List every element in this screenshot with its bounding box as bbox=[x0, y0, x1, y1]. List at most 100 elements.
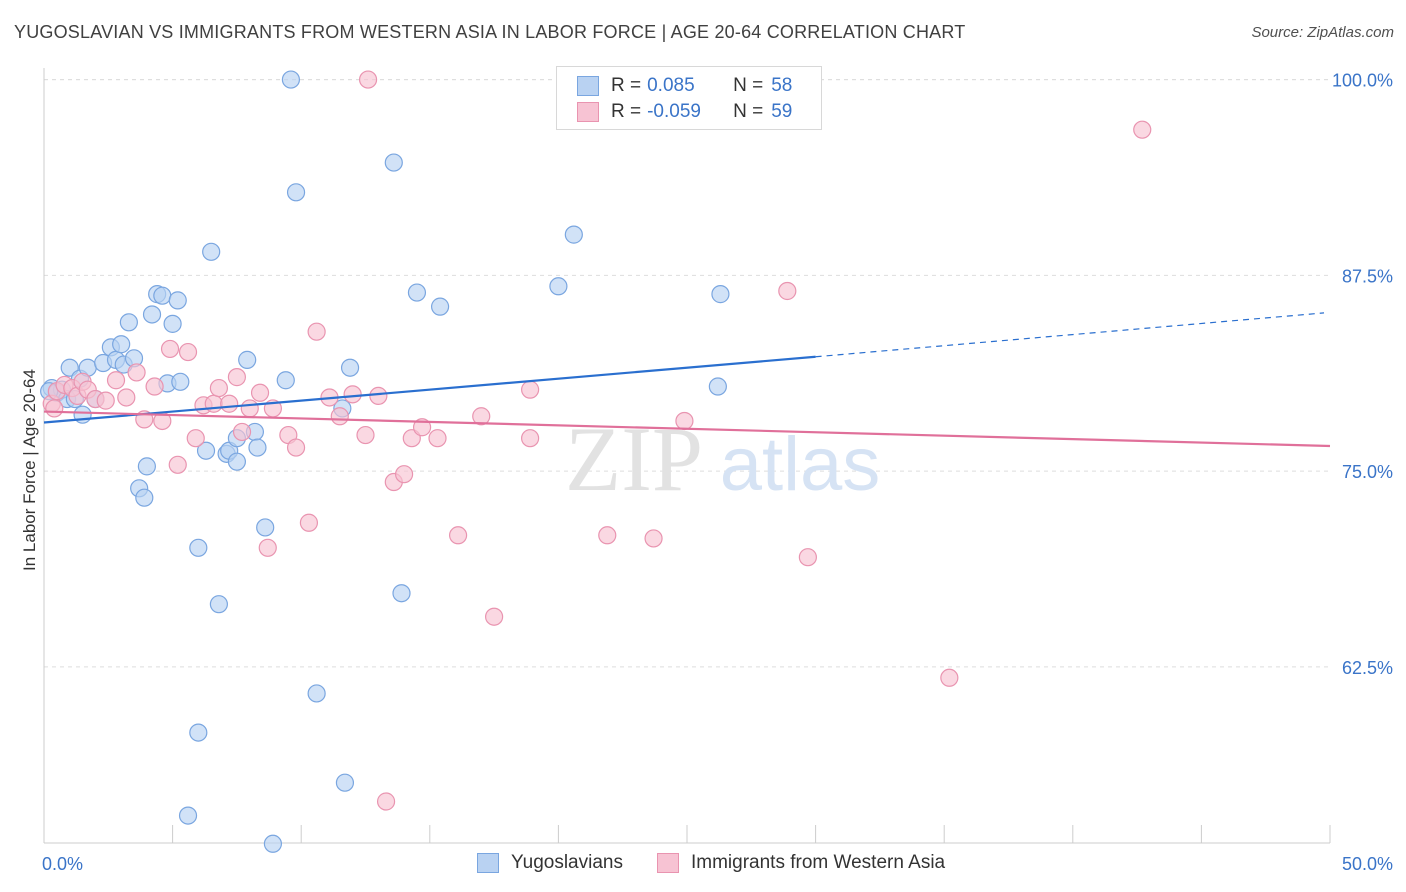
western-asia-point bbox=[227, 368, 246, 387]
yugoslavian-point bbox=[238, 350, 257, 369]
yugoslavian-point bbox=[248, 438, 267, 457]
y-tick-label: 87.5% bbox=[1342, 266, 1393, 286]
legend-n-label: N = bbox=[733, 101, 764, 122]
legend-row-yugoslavians: R = 0.085 N = 58 bbox=[577, 74, 792, 98]
bottom-legend-label: Immigrants from Western Asia bbox=[691, 852, 946, 873]
yugoslavian-point bbox=[286, 183, 306, 202]
yugoslavian-point bbox=[276, 371, 295, 390]
yugoslavian-point bbox=[564, 225, 583, 244]
yugoslavian-point bbox=[340, 358, 360, 377]
western-asia-trend-line bbox=[43, 410, 1331, 448]
tick-labels: 100.0% 87.5% 75.0% 62.5% 0.0% 50.0% bbox=[42, 71, 1393, 874]
chart-title: YUGOSLAVIAN VS IMMIGRANTS FROM WESTERN A… bbox=[14, 22, 966, 42]
legend-r-value: -0.059 bbox=[647, 101, 701, 122]
western-asia-point bbox=[394, 465, 414, 484]
western-asia-point bbox=[127, 363, 146, 382]
x-tick-label: 0.0% bbox=[42, 854, 83, 874]
western-asia-point bbox=[209, 378, 228, 398]
yugoslavian-point bbox=[307, 684, 326, 703]
yugoslavian-point bbox=[163, 314, 182, 333]
western-asia-point bbox=[356, 425, 375, 445]
western-asia-point bbox=[106, 371, 126, 390]
legend-r-label: R = bbox=[611, 101, 642, 122]
yugoslavian-point bbox=[135, 488, 154, 507]
western-asia-point bbox=[598, 526, 617, 545]
bottom-legend-item-western-asia: Immigrants from Western Asia bbox=[657, 852, 945, 874]
yugoslavian-point bbox=[549, 277, 568, 296]
yugoslavian-point bbox=[196, 441, 216, 460]
yugoslavian-point bbox=[142, 305, 162, 324]
legend-n-label: N = bbox=[733, 75, 764, 96]
western-asia-point bbox=[168, 455, 187, 474]
trend-lines bbox=[43, 312, 1331, 448]
yugoslavian-point bbox=[202, 242, 221, 261]
western-asia-point bbox=[307, 322, 326, 341]
western-asia-point bbox=[45, 399, 64, 418]
legend-swatch-blue bbox=[577, 76, 599, 96]
legend-row-western-asia: R = -0.059 N = 59 bbox=[577, 100, 792, 124]
legend-r-value: 0.085 bbox=[647, 75, 695, 96]
legend-n-value: 59 bbox=[771, 101, 793, 122]
western-asia-point bbox=[358, 70, 378, 89]
yugoslavian-points bbox=[40, 70, 730, 853]
western-asia-point bbox=[160, 339, 180, 359]
western-asia-point bbox=[343, 385, 362, 404]
source-label: Source: ZipAtlas.com bbox=[1251, 24, 1394, 41]
yugoslavian-point bbox=[711, 285, 730, 304]
western-asia-point bbox=[521, 429, 540, 448]
yugoslavian-point bbox=[392, 584, 411, 603]
western-asia-point bbox=[145, 377, 164, 396]
legend-n-value: 58 bbox=[771, 75, 793, 96]
yugoslavian-point bbox=[153, 286, 172, 305]
western-asia-point bbox=[1133, 120, 1152, 139]
y-axis-label: In Labor Force | Age 20-64 bbox=[20, 369, 39, 571]
western-asia-point bbox=[258, 538, 277, 557]
watermark: ZIP atlas bbox=[565, 408, 880, 510]
western-asia-point bbox=[204, 394, 223, 413]
yugoslavian-point bbox=[189, 538, 208, 557]
bottom-legend-swatch-pink bbox=[657, 853, 679, 873]
western-asia-point bbox=[485, 607, 504, 626]
legend-swatch-pink bbox=[577, 102, 599, 122]
yugoslavian-point bbox=[384, 153, 403, 172]
yugoslavian-point bbox=[281, 70, 301, 89]
bottom-legend-label: Yugoslavians bbox=[511, 852, 623, 873]
western-asia-point bbox=[232, 422, 252, 442]
western-asia-point bbox=[376, 792, 396, 811]
western-asia-point bbox=[186, 429, 205, 448]
stats-legend: R = 0.085 N = 58 R = -0.059 N = 59 bbox=[556, 66, 822, 130]
yugoslavian-point bbox=[227, 452, 246, 471]
yugoslavian-point bbox=[209, 595, 228, 614]
bottom-legend-swatch-blue bbox=[477, 853, 499, 873]
western-asia-point bbox=[798, 548, 817, 567]
y-tick-label: 75.0% bbox=[1342, 462, 1393, 482]
yugoslavian-point bbox=[119, 313, 138, 332]
western-asia-point bbox=[299, 513, 319, 532]
western-asia-point bbox=[448, 526, 468, 545]
y-tick-label: 100.0% bbox=[1332, 71, 1393, 91]
axes bbox=[43, 68, 1331, 844]
western-asia-point bbox=[412, 418, 432, 437]
western-asia-point bbox=[240, 399, 259, 418]
western-asia-point bbox=[675, 411, 694, 431]
western-asia-point bbox=[644, 529, 663, 548]
yugoslavian-point bbox=[256, 518, 275, 537]
bottom-legend-item-yugoslavians: Yugoslavians bbox=[477, 852, 623, 874]
western-asia-point bbox=[369, 386, 388, 406]
legend-r-label: R = bbox=[611, 75, 642, 96]
western-asia-point bbox=[286, 438, 306, 457]
yugoslavian-point bbox=[335, 773, 355, 792]
yugoslavian-point bbox=[708, 377, 727, 396]
western-asia-point bbox=[778, 281, 797, 301]
bottom-legend: Yugoslavians Immigrants from Western Asi… bbox=[0, 852, 1406, 878]
yugoslavian-point bbox=[112, 335, 131, 354]
x-tick-label: 50.0% bbox=[1342, 854, 1393, 874]
western-asia-point bbox=[330, 407, 349, 426]
western-asia-point bbox=[428, 429, 447, 448]
western-asia-point bbox=[521, 380, 540, 399]
watermark-atlas: atlas bbox=[720, 422, 881, 507]
western-asia-point bbox=[220, 394, 239, 413]
western-asia-point bbox=[117, 388, 136, 407]
yugoslavian-point bbox=[263, 834, 283, 853]
